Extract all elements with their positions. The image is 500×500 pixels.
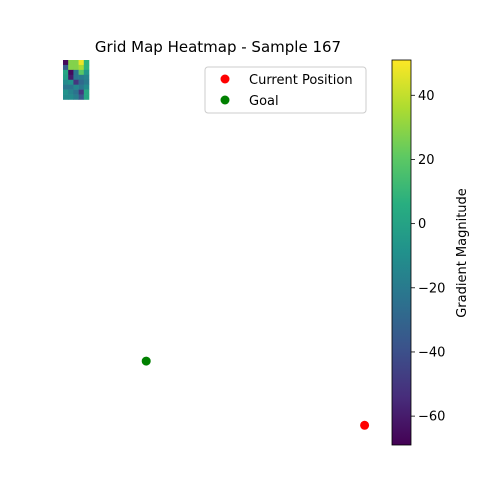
heatmap-cell bbox=[78, 74, 85, 81]
position-markers bbox=[141, 356, 370, 430]
heatmap-cell bbox=[63, 74, 69, 81]
heatmap-cell bbox=[68, 74, 74, 81]
colorbar-tick-label: −60 bbox=[418, 410, 445, 425]
colorbar-tick-label: 20 bbox=[418, 153, 435, 168]
heatmap-cell bbox=[83, 84, 90, 90]
colorbar-gradient bbox=[392, 60, 411, 445]
heatmap-cell bbox=[83, 64, 90, 71]
legend-goal-label: Goal bbox=[249, 94, 279, 109]
colorbar: 40 20 0 −20 −40 −60 Gradient Magnitude bbox=[391, 59, 470, 446]
heatmap-cell bbox=[73, 89, 79, 95]
heatmap-cell bbox=[68, 64, 74, 71]
heatmap-cell bbox=[73, 60, 79, 66]
heatmap-cell bbox=[73, 79, 79, 85]
heatmap-cell bbox=[78, 79, 85, 85]
heatmap-cell bbox=[63, 64, 69, 71]
heatmap-cell bbox=[78, 60, 85, 66]
heatmap-cell bbox=[73, 94, 79, 100]
legend-frame bbox=[204, 66, 367, 114]
heatmap-cell bbox=[63, 84, 69, 90]
legend-current-position-marker bbox=[220, 74, 230, 84]
heatmap-cell bbox=[73, 84, 79, 90]
heatmap-cell bbox=[83, 94, 90, 100]
heatmap-cell bbox=[68, 69, 74, 76]
heatmap-cell bbox=[63, 60, 69, 66]
heatmap-cell bbox=[68, 89, 74, 95]
heatmap-cell bbox=[68, 79, 74, 85]
legend: Current Position Goal bbox=[204, 66, 367, 114]
legend-goal-marker bbox=[220, 95, 230, 105]
colorbar-tick-label: −40 bbox=[418, 345, 445, 360]
heatmap-cell bbox=[83, 60, 90, 66]
colorbar-tick-label: 0 bbox=[418, 217, 426, 232]
heatmap-cell bbox=[68, 84, 74, 90]
colorbar-ticks: 40 20 0 −20 −40 −60 bbox=[411, 89, 445, 425]
heatmap-cell bbox=[68, 60, 74, 66]
goal-marker bbox=[141, 356, 151, 366]
heatmap-cell bbox=[83, 69, 90, 76]
heatmap-cell bbox=[78, 89, 85, 95]
heatmap-cell bbox=[83, 89, 90, 95]
colorbar-tick-label: −20 bbox=[418, 281, 445, 296]
heatmap-cell bbox=[73, 69, 79, 76]
heatmap-cell bbox=[78, 69, 85, 76]
heatmap-cell bbox=[78, 64, 85, 71]
heatmap-cell bbox=[63, 94, 69, 100]
heatmap-cell bbox=[78, 94, 85, 100]
chart-title: Grid Map Heatmap - Sample 167 bbox=[95, 38, 341, 56]
colorbar-label: Gradient Magnitude bbox=[455, 188, 470, 318]
colorbar-tick-label: 40 bbox=[418, 89, 435, 104]
heatmap-cell bbox=[83, 74, 90, 81]
colorbar-frame bbox=[391, 59, 412, 446]
heatmap-cells bbox=[63, 60, 90, 100]
legend-current-position-label: Current Position bbox=[249, 73, 353, 88]
current-position-marker bbox=[360, 420, 370, 430]
heatmap-cell bbox=[78, 84, 85, 90]
heatmap-cell bbox=[83, 79, 90, 85]
heatmap-cell bbox=[68, 94, 74, 100]
heatmap-cell bbox=[73, 74, 79, 81]
heatmap-cell bbox=[63, 69, 69, 76]
heatmap-cell bbox=[63, 79, 69, 85]
heatmap-cell bbox=[73, 64, 79, 71]
heatmap-cell bbox=[63, 89, 69, 95]
